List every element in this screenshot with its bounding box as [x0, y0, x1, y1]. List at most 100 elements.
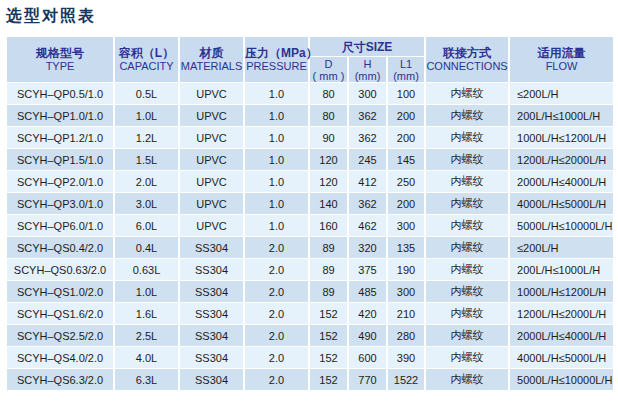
cell-size-h: 362: [349, 193, 388, 215]
cell-size-l1: 190: [388, 259, 426, 281]
cell-flow: 5000L/H≤10000L/H: [510, 369, 613, 391]
cell-materials: UPVC: [180, 215, 245, 237]
header-size-d: D ( mm ): [310, 57, 349, 83]
cell-connections: 内螺纹: [426, 369, 510, 391]
cell-size-l1: 135: [388, 237, 426, 259]
cell-pressure: 2.0: [245, 281, 310, 303]
cell-capacity: 0.63L: [115, 259, 180, 281]
cell-capacity: 0.5L: [115, 83, 180, 105]
cell-materials: UPVC: [180, 149, 245, 171]
table-row: SCYH–QP1.2/1.0 1.2L UPVC 1.0 90 362 200 …: [7, 127, 613, 149]
header-connections: 联接方式 CONNECTIONS: [426, 37, 510, 83]
cell-type: SCYH–QS6.3/2.0: [7, 369, 115, 391]
cell-type: SCYH–QP6.0/1.0: [7, 215, 115, 237]
cell-type: SCYH–QP3.0/1.0: [7, 193, 115, 215]
cell-size-h: 600: [349, 347, 388, 369]
table-row: SCYH–QP1.0/1.0 1.0L UPVC 1.0 80 362 200 …: [7, 105, 613, 127]
header-capacity-en: CAPACITY: [115, 60, 178, 73]
cell-connections: 内螺纹: [426, 325, 510, 347]
cell-size-d: 120: [310, 171, 349, 193]
cell-pressure: 1.0: [245, 149, 310, 171]
cell-flow: 200L/H≤1000L/H: [510, 259, 613, 281]
cell-materials: UPVC: [180, 105, 245, 127]
cell-size-d: 89: [310, 281, 349, 303]
cell-size-d: 80: [310, 105, 349, 127]
cell-flow: 2000L/H≤4000L/H: [510, 171, 613, 193]
cell-connections: 内螺纹: [426, 105, 510, 127]
table-row: SCYH–QS6.3/2.0 6.3L SS304 2.0 152 770 15…: [7, 369, 613, 391]
cell-connections: 内螺纹: [426, 259, 510, 281]
header-type-en: TYPE: [7, 60, 113, 73]
cell-capacity: 2.0L: [115, 171, 180, 193]
cell-connections: 内螺纹: [426, 83, 510, 105]
cell-connections: 内螺纹: [426, 193, 510, 215]
cell-size-h: 362: [349, 105, 388, 127]
cell-capacity: 1.5L: [115, 149, 180, 171]
cell-size-d: 160: [310, 215, 349, 237]
header-materials-zh: 材质: [180, 46, 243, 60]
cell-materials: UPVC: [180, 127, 245, 149]
cell-size-h: 300: [349, 83, 388, 105]
table-row: SCYH–QP1.5/1.0 1.5L UPVC 1.0 120 245 145…: [7, 149, 613, 171]
header-pressure: 压力（MPa） PRESSURE: [245, 37, 310, 83]
cell-materials: SS304: [180, 237, 245, 259]
header-materials: 材质 MATERIALS: [180, 37, 245, 83]
header-size-h: H (mm): [349, 57, 388, 83]
header-type: 规格型号 TYPE: [7, 37, 115, 83]
cell-size-l1: 200: [388, 105, 426, 127]
page-title: 选型对照表: [6, 6, 96, 27]
table-row: SCYH–QS0.4/2.0 0.4L SS304 2.0 89 320 135…: [7, 237, 613, 259]
cell-size-d: 152: [310, 325, 349, 347]
cell-size-h: 245: [349, 149, 388, 171]
cell-pressure: 2.0: [245, 347, 310, 369]
table-row: SCYH–QS0.63/2.0 0.63L SS304 2.0 89 375 1…: [7, 259, 613, 281]
cell-size-l1: 200: [388, 127, 426, 149]
cell-size-h: 420: [349, 303, 388, 325]
table-row: SCYH–QP0.5/1.0 0.5L UPVC 1.0 80 300 100 …: [7, 83, 613, 105]
cell-size-d: 152: [310, 369, 349, 391]
cell-materials: UPVC: [180, 193, 245, 215]
cell-flow: ≤200L/H: [510, 83, 613, 105]
header-size-l1: L1 (mm): [388, 57, 426, 83]
cell-type: SCYH–QS1.0/2.0: [7, 281, 115, 303]
cell-pressure: 2.0: [245, 237, 310, 259]
cell-flow: 4000L/H≤5000L/H: [510, 347, 613, 369]
header-connections-en: CONNECTIONS: [426, 60, 508, 73]
cell-capacity: 1.2L: [115, 127, 180, 149]
cell-capacity: 0.4L: [115, 237, 180, 259]
cell-flow: 1200L/H≤2000L/H: [510, 149, 613, 171]
cell-materials: SS304: [180, 347, 245, 369]
table-row: SCYH–QS4.0/2.0 4.0L SS304 2.0 152 600 39…: [7, 347, 613, 369]
cell-flow: 1200L/H≤2000L/H: [510, 303, 613, 325]
cell-pressure: 2.0: [245, 259, 310, 281]
cell-materials: SS304: [180, 281, 245, 303]
cell-capacity: 2.5L: [115, 325, 180, 347]
cell-size-l1: 210: [388, 303, 426, 325]
cell-size-d: 80: [310, 83, 349, 105]
cell-pressure: 1.0: [245, 127, 310, 149]
cell-connections: 内螺纹: [426, 215, 510, 237]
cell-pressure: 2.0: [245, 303, 310, 325]
table-row: SCYH–QP2.0/1.0 2.0L UPVC 1.0 120 412 250…: [7, 171, 613, 193]
cell-materials: SS304: [180, 303, 245, 325]
cell-size-d: 120: [310, 149, 349, 171]
header-size-h-unit: (mm): [349, 70, 386, 82]
header-pressure-en: PRESSURE: [245, 60, 308, 73]
header-capacity-zh: 容积（L）: [115, 46, 178, 60]
cell-materials: SS304: [180, 259, 245, 281]
header-pressure-zh: 压力（MPa）: [245, 46, 308, 60]
table-row: SCYH–QS2.5/2.0 2.5L SS304 2.0 152 490 28…: [7, 325, 613, 347]
cell-materials: SS304: [180, 325, 245, 347]
cell-connections: 内螺纹: [426, 127, 510, 149]
cell-size-l1: 280: [388, 325, 426, 347]
header-size-l1-label: L1: [388, 58, 424, 70]
cell-size-d: 89: [310, 237, 349, 259]
cell-size-h: 320: [349, 237, 388, 259]
cell-type: SCYH–QS1.6/2.0: [7, 303, 115, 325]
table-body: SCYH–QP0.5/1.0 0.5L UPVC 1.0 80 300 100 …: [7, 83, 613, 391]
cell-flow: 4000L/H≤5000L/H: [510, 193, 613, 215]
cell-capacity: 1.0L: [115, 105, 180, 127]
header-size-l1-unit: (mm): [388, 70, 424, 82]
cell-type: SCYH–QS0.4/2.0: [7, 237, 115, 259]
cell-type: SCYH–QS0.63/2.0: [7, 259, 115, 281]
